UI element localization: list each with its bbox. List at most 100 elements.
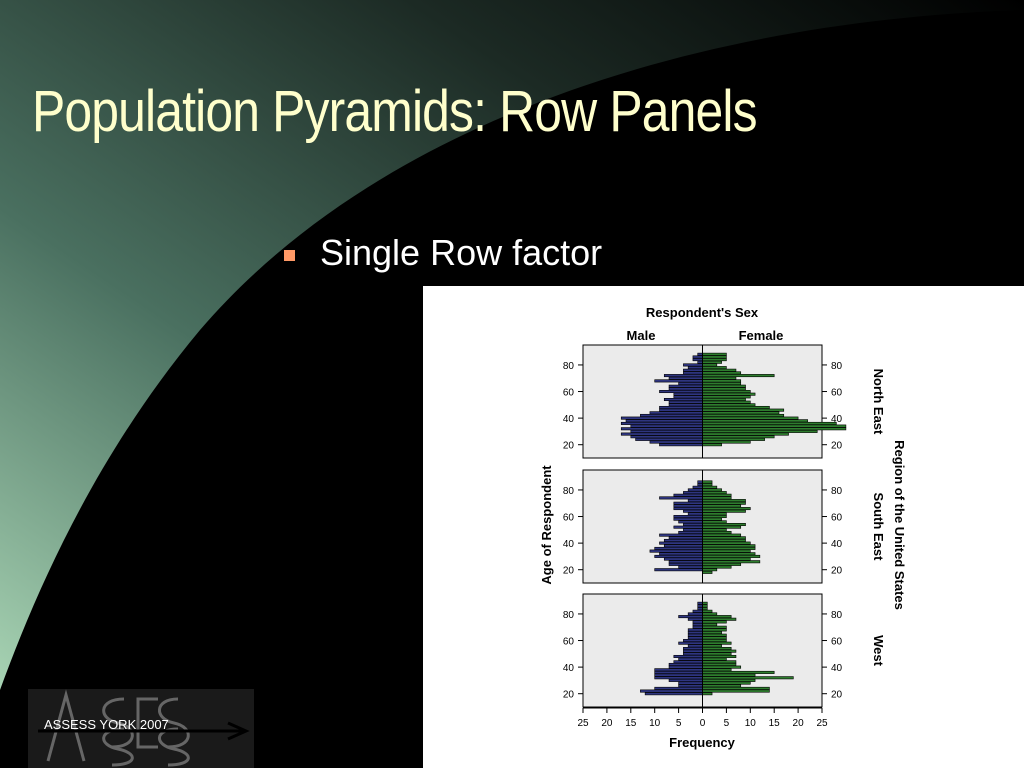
y-tick-label-left: 80 — [563, 610, 575, 621]
bar-female — [702, 649, 737, 653]
bar-female — [702, 398, 746, 402]
bar-male — [630, 435, 703, 439]
bar-male — [673, 493, 703, 497]
bar-female — [702, 631, 722, 635]
bar-female — [702, 657, 727, 661]
bar-female — [702, 413, 785, 417]
bar-male — [663, 398, 703, 402]
bar-female — [702, 496, 732, 500]
bar-female — [702, 676, 794, 680]
bar-female — [702, 387, 746, 391]
bar-male — [673, 525, 703, 529]
bar-male — [654, 554, 703, 558]
bar-female — [702, 491, 727, 495]
bar-female — [702, 515, 727, 519]
bullet-item: Single Row factor — [284, 232, 602, 274]
bar-male — [683, 371, 703, 375]
bar-female — [702, 384, 746, 388]
bar-female — [702, 507, 751, 511]
bar-male — [687, 631, 703, 635]
x-tick-label: 5 — [724, 718, 730, 729]
bar-male — [692, 355, 703, 359]
bar-male — [673, 654, 703, 658]
x-tick-label: 25 — [816, 718, 828, 729]
y-tick-label-right: 60 — [831, 513, 843, 524]
y-tick-label-right: 20 — [831, 566, 843, 577]
population-pyramid-chart: Respondent's Sex Male Female Frequency A… — [539, 305, 907, 750]
bar-female — [702, 639, 727, 643]
bar-male — [654, 676, 703, 680]
bar-female — [702, 371, 742, 375]
bar-female — [702, 523, 746, 527]
bar-female — [702, 493, 732, 497]
bar-female — [702, 562, 742, 566]
bar-female — [702, 530, 732, 534]
bar-female — [702, 512, 727, 516]
bar-female — [702, 403, 756, 407]
bar-female — [702, 609, 713, 613]
bar-female — [702, 405, 770, 409]
bar-male — [659, 408, 703, 412]
bar-female — [702, 437, 765, 441]
bar-female — [702, 601, 708, 605]
bar-male — [687, 617, 703, 621]
bar-male — [663, 538, 703, 542]
bar-male — [659, 443, 703, 447]
bullet-text: Single Row factor — [320, 232, 603, 273]
bar-female — [702, 617, 737, 621]
bar-female — [702, 615, 732, 619]
bar-female — [702, 681, 751, 685]
y-axis-label: Age of Respondent — [539, 465, 554, 585]
bar-male — [635, 437, 703, 441]
bar-male — [673, 517, 703, 521]
y-tick-label-left: 40 — [563, 539, 575, 550]
y-tick-label-right: 80 — [831, 610, 843, 621]
bar-female — [702, 363, 718, 367]
bar-male — [678, 681, 703, 685]
logo-text: ASSESS YORK 2007 — [44, 717, 169, 732]
bar-male — [659, 496, 703, 500]
bar-female — [702, 488, 722, 492]
bar-female — [702, 552, 756, 556]
bar-male — [697, 601, 703, 605]
bar-female — [702, 525, 742, 529]
bar-female — [702, 440, 751, 444]
bar-female — [702, 392, 756, 396]
bar-female — [702, 427, 847, 431]
bar-female — [702, 400, 751, 404]
y-tick-label-left: 40 — [563, 663, 575, 674]
bar-male — [659, 541, 703, 545]
y-tick-label-right: 80 — [831, 486, 843, 497]
bar-female — [702, 633, 727, 637]
y-tick-label-left: 60 — [563, 637, 575, 648]
bar-female — [702, 382, 742, 386]
bar-male — [687, 628, 703, 632]
x-tick-label: 15 — [769, 718, 781, 729]
bar-female — [702, 625, 727, 629]
bar-female — [702, 517, 722, 521]
bar-male — [630, 424, 703, 428]
y-tick-label-right: 20 — [831, 441, 843, 452]
bar-male — [678, 615, 703, 619]
bar-male — [692, 485, 703, 489]
bar-female — [702, 376, 737, 380]
bar-male — [654, 670, 703, 674]
bar-male — [697, 483, 703, 487]
x-tick-label: 10 — [745, 718, 757, 729]
bar-female — [702, 416, 799, 420]
bar-female — [702, 395, 751, 399]
bar-male — [668, 384, 703, 388]
bar-male — [678, 641, 703, 645]
bar-male — [692, 358, 703, 362]
bar-male — [687, 488, 703, 492]
bar-male — [659, 405, 703, 409]
bar-female — [702, 623, 718, 627]
bar-female — [702, 366, 727, 370]
bar-male — [687, 644, 703, 648]
bar-female — [702, 480, 713, 484]
bar-male — [678, 382, 703, 386]
bar-female — [702, 483, 713, 487]
bar-female — [702, 636, 727, 640]
bar-male — [687, 366, 703, 370]
column-label-female: Female — [739, 328, 784, 343]
